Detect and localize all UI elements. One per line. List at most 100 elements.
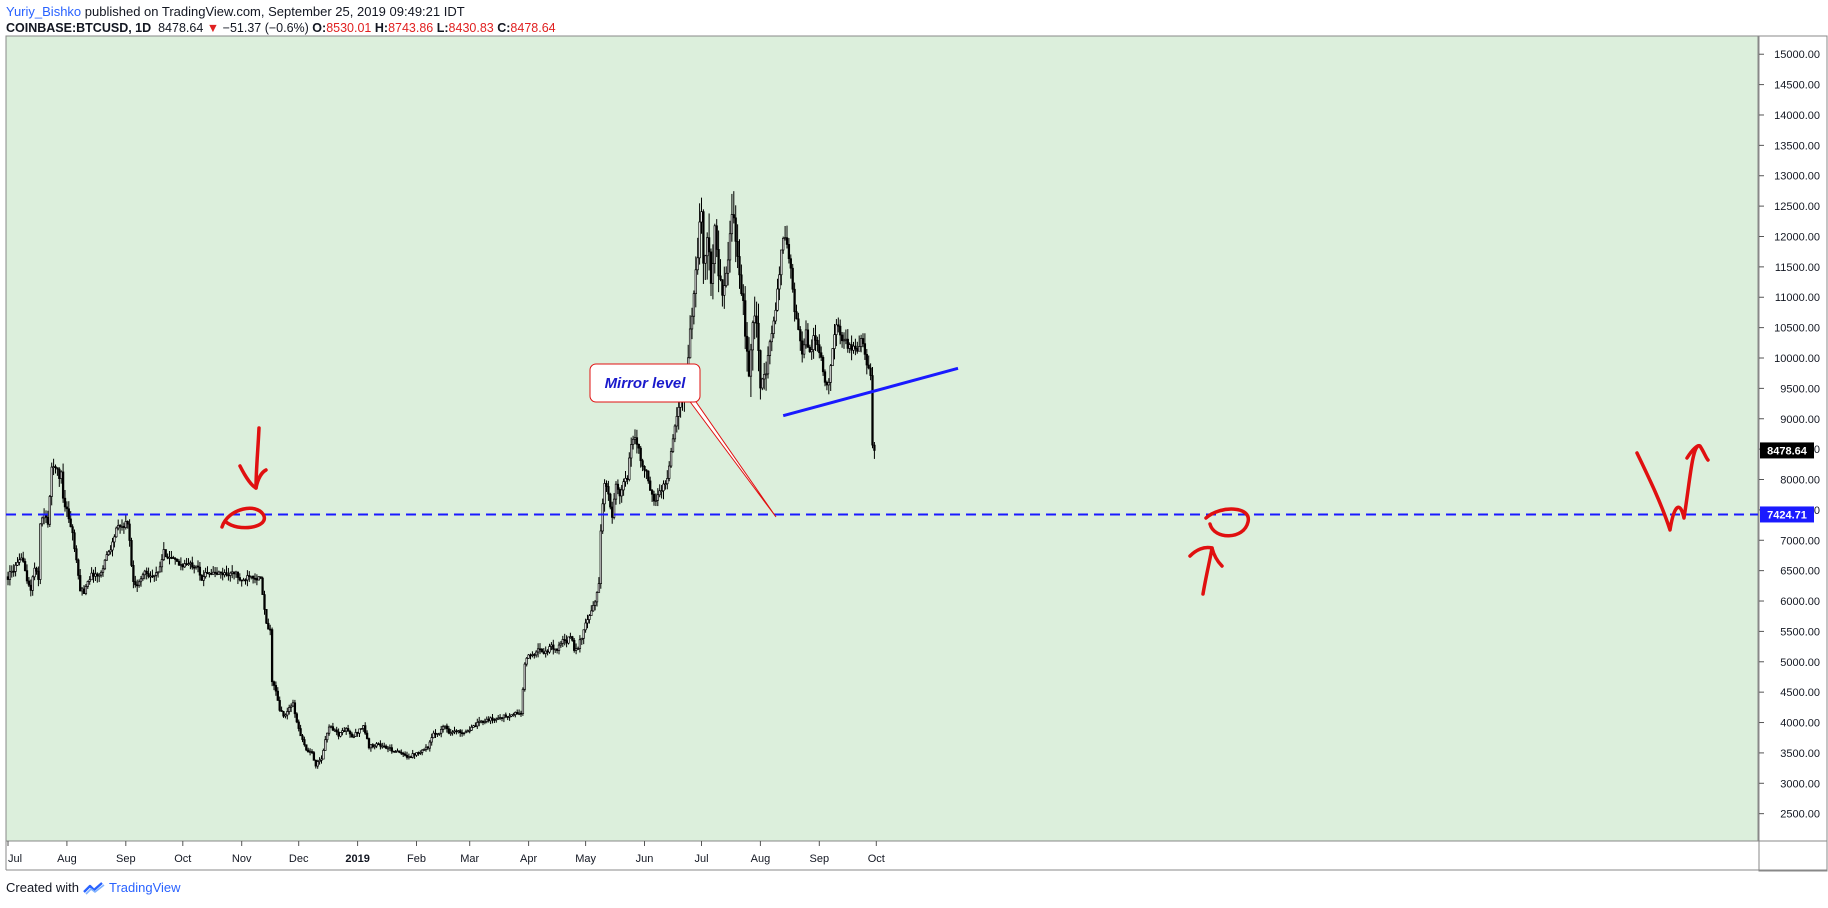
candle-body xyxy=(409,756,412,759)
candle-body xyxy=(818,344,821,354)
candle-body xyxy=(310,751,314,753)
low-label: L: xyxy=(436,21,449,35)
candle-body xyxy=(164,549,167,558)
candle-body xyxy=(367,738,371,749)
level-tag xyxy=(1760,506,1814,523)
candle-body xyxy=(335,729,338,733)
candle-body xyxy=(341,730,344,733)
candle-body xyxy=(654,499,658,502)
candle-body xyxy=(637,444,640,449)
candle-body xyxy=(485,718,488,722)
candle-body xyxy=(339,732,342,737)
candle-body xyxy=(438,732,441,735)
candle-body xyxy=(137,581,141,586)
candle-body xyxy=(424,746,428,750)
candle-body xyxy=(668,465,671,479)
candle-body xyxy=(166,556,169,559)
candle-body xyxy=(840,334,844,342)
candle-body xyxy=(624,478,627,483)
candle-body xyxy=(134,581,137,586)
candle-body xyxy=(692,293,696,317)
candle-body xyxy=(706,237,709,257)
candle-body xyxy=(369,744,373,749)
high-label: H: xyxy=(374,21,389,35)
candle-body xyxy=(98,574,101,577)
candle-body xyxy=(766,355,770,375)
candle-body xyxy=(491,717,494,720)
x-tick-label: 2019 xyxy=(345,853,369,865)
candle-body xyxy=(859,338,863,347)
candle-body xyxy=(56,467,59,470)
candle-body xyxy=(200,574,203,581)
candle-body xyxy=(113,536,116,543)
candle-body xyxy=(263,594,266,610)
candle-body xyxy=(702,211,705,264)
candle-body xyxy=(172,557,175,559)
candle-body xyxy=(312,752,316,761)
candle-body xyxy=(688,328,692,359)
price-axis[interactable] xyxy=(1759,36,1827,841)
candle-body xyxy=(238,577,241,581)
candle-body xyxy=(396,750,399,753)
candle-body xyxy=(250,575,253,578)
plot-area[interactable] xyxy=(5,35,1759,842)
tradingview-link[interactable]: TradingView xyxy=(108,880,181,895)
candle-body xyxy=(103,559,107,570)
candle-body xyxy=(295,713,298,723)
candle-body xyxy=(755,315,758,324)
symbol-label[interactable]: COINBASE:BTCUSD, 1D xyxy=(6,21,152,35)
candle-body xyxy=(544,650,547,654)
candle-body xyxy=(219,571,222,574)
y-tick-label: 14500.00 xyxy=(1774,80,1820,92)
level-tag-label: 7424.71 xyxy=(1767,509,1807,521)
candle-body xyxy=(609,493,612,508)
candle-body xyxy=(628,457,631,480)
time-axis[interactable] xyxy=(6,842,1758,870)
candle-body xyxy=(865,353,868,366)
candle-body xyxy=(607,486,610,495)
candle-body xyxy=(626,478,629,480)
author-link[interactable]: Yuriy_Bishko xyxy=(6,4,82,19)
candle-body xyxy=(308,751,312,753)
candle-body xyxy=(394,751,397,753)
candle-body xyxy=(73,532,76,550)
candle-body xyxy=(303,739,306,746)
candle-body xyxy=(772,320,775,334)
candle-body xyxy=(257,576,260,581)
candle-body xyxy=(194,565,198,568)
candle-body xyxy=(487,718,490,722)
candle-body xyxy=(472,725,475,728)
candle-body xyxy=(535,651,538,656)
candle-body xyxy=(761,378,764,389)
candle-body xyxy=(806,329,810,348)
candle-body xyxy=(37,570,40,580)
candle-body xyxy=(84,586,88,594)
candle-body xyxy=(816,339,819,346)
candle-body xyxy=(276,690,279,701)
candle-body xyxy=(337,731,340,737)
candle-body xyxy=(405,755,409,758)
candle-body xyxy=(212,571,215,575)
candle-body xyxy=(521,688,525,714)
candle-body xyxy=(350,733,354,738)
trendline[interactable] xyxy=(782,366,959,418)
callout-box[interactable] xyxy=(589,363,701,403)
candle-body xyxy=(63,497,67,508)
candle-body xyxy=(234,571,238,575)
candle-body xyxy=(510,714,513,717)
candle-body xyxy=(151,575,154,578)
candle-body xyxy=(740,274,743,295)
candle-body xyxy=(27,580,31,586)
candle-body xyxy=(411,753,414,758)
candle-body xyxy=(282,711,285,717)
candle-body xyxy=(402,752,405,755)
candle-body xyxy=(787,244,791,260)
y-tick-label: 2500.00 xyxy=(1780,809,1820,821)
candle-body xyxy=(732,214,735,219)
candle-body xyxy=(170,557,173,559)
candle-body xyxy=(656,494,659,501)
candle-body xyxy=(478,720,481,723)
candle-body xyxy=(677,406,680,417)
candle-body xyxy=(745,335,749,352)
